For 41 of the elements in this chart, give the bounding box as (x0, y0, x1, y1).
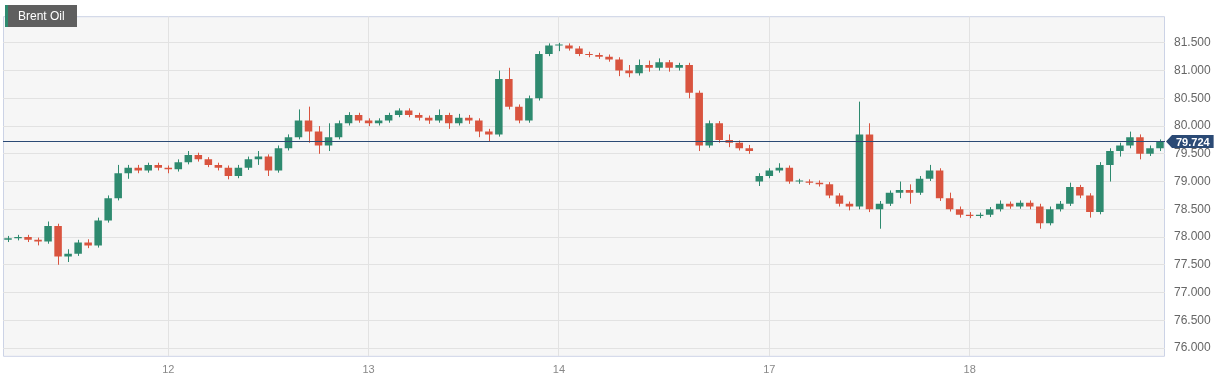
y-tick-label: 78.000 (1174, 229, 1212, 244)
candlestick (274, 144, 283, 174)
candlestick (715, 120, 723, 144)
ref-line-label: 79.724 (1176, 135, 1211, 148)
candlestick (945, 192, 954, 213)
candlestick (334, 120, 343, 140)
y-tick-label: 78.500 (1174, 201, 1212, 216)
y-tick-label: 80.000 (1174, 118, 1212, 133)
y-tick-label: 79.000 (1174, 173, 1212, 188)
candlestick (44, 221, 52, 245)
y-tick-label: 79.500 (1174, 146, 1212, 161)
candlestick (294, 108, 303, 140)
x-tick-label: 17 (763, 363, 776, 376)
candlestick (525, 95, 533, 124)
candlestick (905, 183, 914, 205)
x-tick-label: 18 (963, 363, 976, 376)
x-tick-label: 12 (162, 363, 175, 376)
candlestick (705, 120, 713, 149)
y-tick-label: 76.500 (1174, 312, 1212, 327)
y-tick-label: 80.500 (1174, 90, 1212, 105)
y-tick-label: 81.500 (1174, 35, 1212, 50)
candlestick (1046, 206, 1054, 226)
candlestick (1066, 182, 1074, 207)
candlestick (785, 164, 794, 185)
candlestick (104, 194, 112, 224)
candlestick (475, 117, 483, 138)
candlestick (1106, 147, 1114, 183)
chart-title: Brent Oil (5, 5, 77, 27)
candlestick (515, 103, 523, 124)
y-tick-label: 81.000 (1174, 62, 1212, 77)
candlestick (1136, 133, 1144, 160)
y-tick-label: 77.500 (1174, 257, 1212, 272)
candlestick (1086, 192, 1094, 219)
x-tick-label: 13 (362, 363, 375, 376)
candlestick (304, 106, 313, 144)
x-tick-label: 14 (552, 363, 566, 376)
y-tick-label: 77.000 (1174, 284, 1212, 299)
candlestick (615, 56, 623, 77)
candlestick (1036, 203, 1044, 230)
y-tick-label: 76.000 (1174, 340, 1212, 355)
candlestick (915, 175, 924, 196)
